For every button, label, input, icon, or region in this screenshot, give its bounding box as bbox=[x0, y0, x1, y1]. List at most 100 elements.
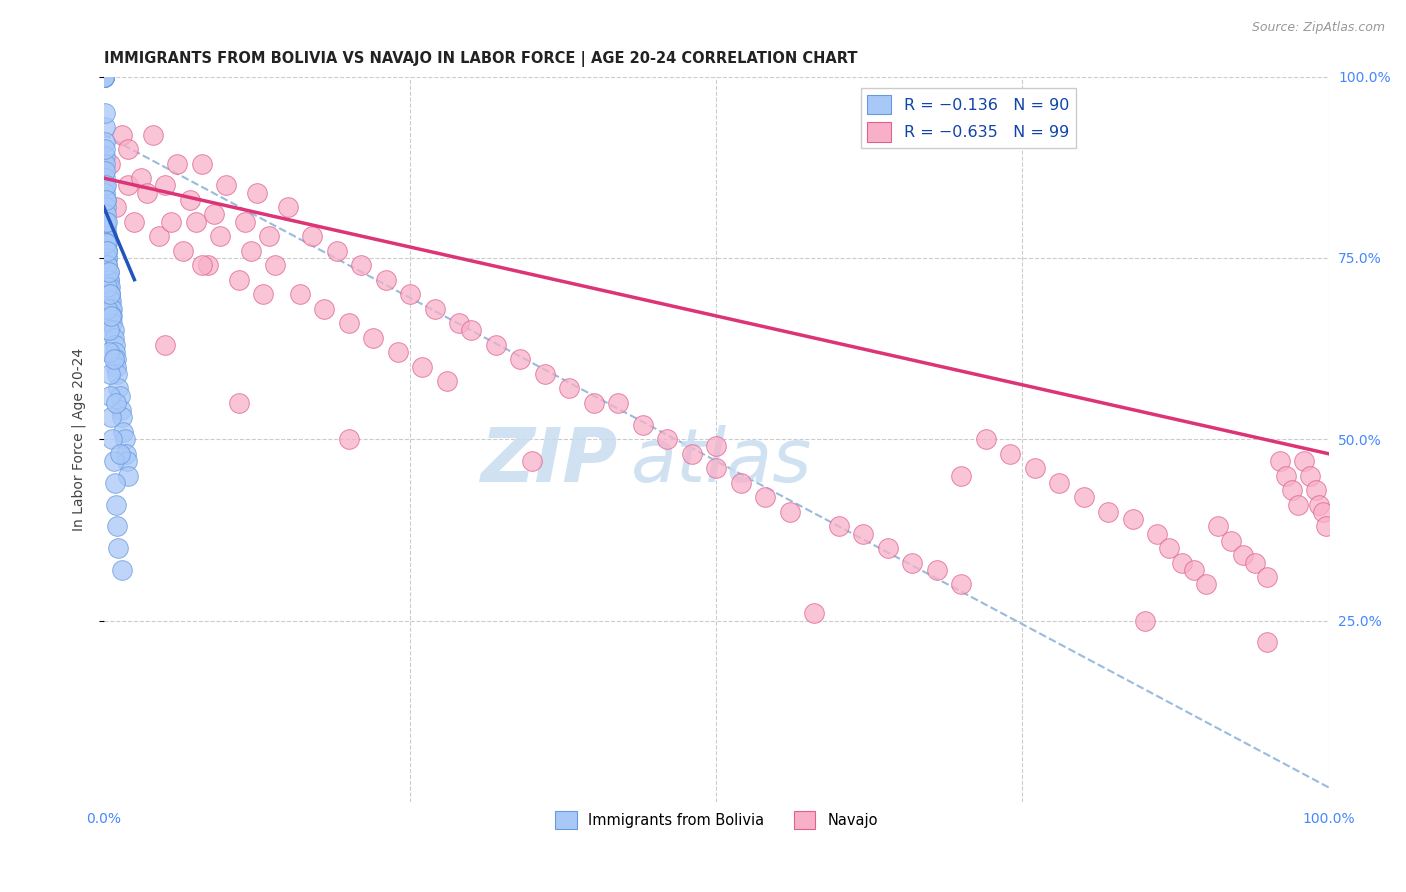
Point bbox=[257, 229, 280, 244]
Point bbox=[314, 301, 336, 316]
Point bbox=[754, 490, 776, 504]
Point bbox=[197, 258, 219, 272]
Point bbox=[522, 454, 544, 468]
Point bbox=[337, 432, 360, 446]
Point bbox=[98, 389, 121, 403]
Point bbox=[93, 70, 115, 84]
Point bbox=[1182, 563, 1205, 577]
Point bbox=[233, 214, 256, 228]
Point bbox=[96, 222, 118, 236]
Point bbox=[96, 214, 118, 228]
Point bbox=[93, 70, 115, 84]
Point bbox=[387, 345, 409, 359]
Point bbox=[93, 70, 115, 84]
Point bbox=[246, 186, 269, 200]
Point bbox=[98, 367, 121, 381]
Text: Source: ZipAtlas.com: Source: ZipAtlas.com bbox=[1251, 21, 1385, 34]
Point bbox=[94, 156, 117, 170]
Point bbox=[94, 120, 117, 135]
Point bbox=[94, 149, 117, 163]
Point bbox=[950, 468, 973, 483]
Point bbox=[681, 447, 703, 461]
Point bbox=[97, 345, 120, 359]
Point bbox=[93, 70, 115, 84]
Point bbox=[112, 425, 135, 439]
Point bbox=[105, 359, 128, 374]
Point bbox=[631, 417, 654, 432]
Point bbox=[1208, 519, 1230, 533]
Point bbox=[1268, 454, 1291, 468]
Point bbox=[148, 229, 170, 244]
Point bbox=[103, 454, 125, 468]
Point bbox=[94, 171, 117, 186]
Point bbox=[179, 193, 201, 207]
Point bbox=[101, 432, 124, 446]
Point bbox=[925, 563, 948, 577]
Point bbox=[350, 258, 373, 272]
Point bbox=[1274, 468, 1296, 483]
Point bbox=[111, 563, 134, 577]
Point bbox=[97, 265, 120, 279]
Point bbox=[96, 244, 118, 258]
Point bbox=[172, 244, 194, 258]
Point bbox=[1133, 614, 1156, 628]
Point bbox=[96, 244, 118, 258]
Point bbox=[1047, 475, 1070, 490]
Point bbox=[96, 244, 118, 258]
Point bbox=[105, 519, 128, 533]
Point bbox=[276, 200, 298, 214]
Point bbox=[876, 541, 898, 555]
Point bbox=[96, 200, 118, 214]
Point bbox=[93, 70, 115, 84]
Point bbox=[107, 541, 129, 555]
Point bbox=[96, 229, 118, 244]
Point bbox=[96, 193, 118, 207]
Point bbox=[135, 186, 157, 200]
Point bbox=[704, 440, 727, 454]
Point bbox=[704, 461, 727, 475]
Point bbox=[103, 323, 125, 337]
Point bbox=[103, 331, 125, 345]
Point bbox=[98, 294, 121, 309]
Point bbox=[96, 280, 118, 294]
Point bbox=[108, 447, 131, 461]
Point bbox=[485, 338, 508, 352]
Point bbox=[104, 475, 127, 490]
Point bbox=[558, 382, 581, 396]
Point bbox=[1219, 533, 1241, 548]
Point bbox=[97, 273, 120, 287]
Point bbox=[97, 265, 120, 279]
Point bbox=[1256, 570, 1278, 584]
Text: atlas: atlas bbox=[630, 425, 811, 497]
Point bbox=[111, 410, 134, 425]
Point bbox=[447, 316, 470, 330]
Point bbox=[110, 403, 132, 417]
Point bbox=[1312, 505, 1334, 519]
Point bbox=[101, 316, 124, 330]
Point bbox=[107, 382, 129, 396]
Point bbox=[803, 607, 825, 621]
Point bbox=[93, 70, 115, 84]
Point bbox=[101, 301, 124, 316]
Point bbox=[1024, 461, 1046, 475]
Point bbox=[1244, 556, 1267, 570]
Point bbox=[1097, 505, 1119, 519]
Point bbox=[239, 244, 262, 258]
Point bbox=[93, 70, 115, 84]
Point bbox=[337, 316, 360, 330]
Point bbox=[115, 454, 138, 468]
Legend: Immigrants from Bolivia, Navajo: Immigrants from Bolivia, Navajo bbox=[548, 805, 883, 835]
Point bbox=[160, 214, 183, 228]
Point bbox=[228, 273, 250, 287]
Point bbox=[94, 142, 117, 156]
Point bbox=[94, 135, 117, 149]
Point bbox=[301, 229, 323, 244]
Point bbox=[1122, 512, 1144, 526]
Point bbox=[153, 178, 176, 193]
Point bbox=[96, 229, 118, 244]
Point bbox=[325, 244, 347, 258]
Point bbox=[399, 287, 422, 301]
Point bbox=[974, 432, 997, 446]
Point bbox=[115, 447, 138, 461]
Point bbox=[460, 323, 482, 337]
